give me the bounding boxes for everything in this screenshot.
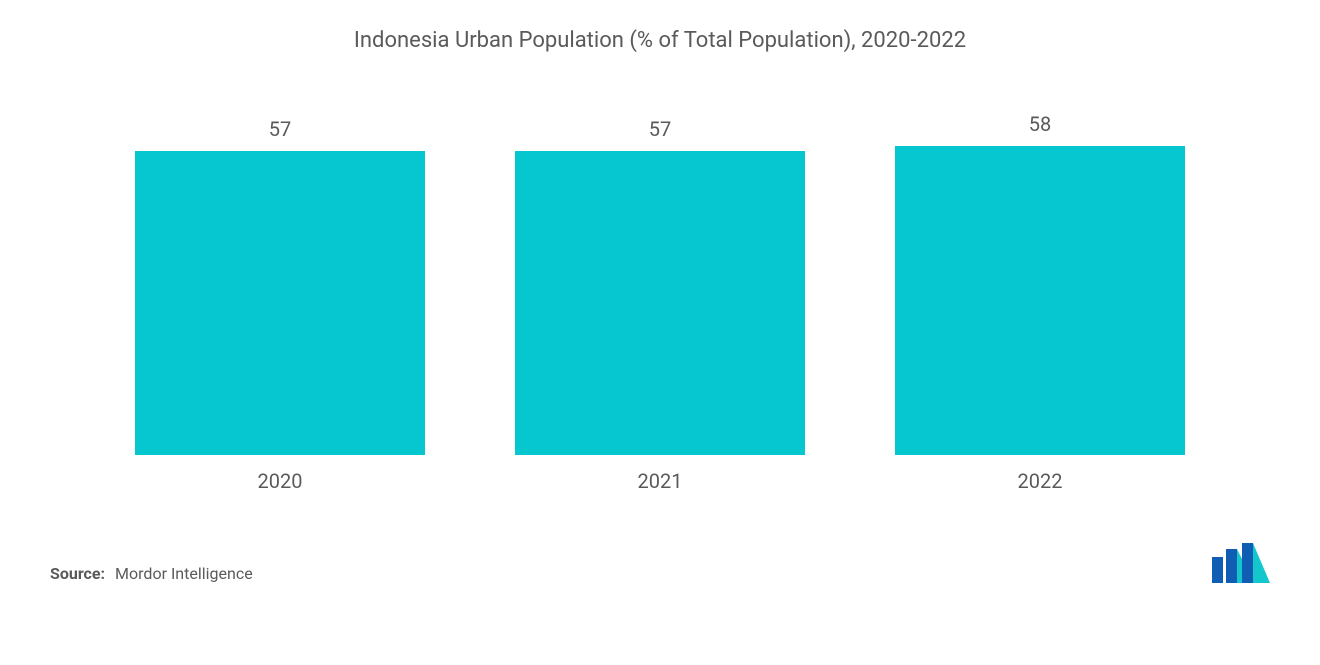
chart-plot-area: 57 2020 57 2021 58 2022 <box>50 113 1270 493</box>
source-value: Mordor Intelligence <box>115 564 253 583</box>
bar-group: 58 2022 <box>895 112 1185 493</box>
bar-value-label: 57 <box>269 117 291 141</box>
chart-footer: Source: Mordor Intelligence <box>50 493 1270 601</box>
bar <box>895 146 1185 455</box>
bar-category-label: 2020 <box>258 469 303 493</box>
bar-value-label: 57 <box>649 117 671 141</box>
bar-category-label: 2022 <box>1018 469 1063 493</box>
bar-value-label: 58 <box>1029 112 1051 136</box>
chart-container: Indonesia Urban Population (% of Total P… <box>0 0 1320 665</box>
chart-title: Indonesia Urban Population (% of Total P… <box>50 28 1270 53</box>
bar-group: 57 2020 <box>135 117 425 493</box>
bar-group: 57 2021 <box>515 117 805 493</box>
bar <box>515 151 805 455</box>
bar-category-label: 2021 <box>638 469 683 493</box>
source-attribution: Source: Mordor Intelligence <box>50 564 253 583</box>
source-label: Source: <box>50 564 105 583</box>
bar <box>135 151 425 455</box>
mordor-logo-icon <box>1212 543 1270 583</box>
